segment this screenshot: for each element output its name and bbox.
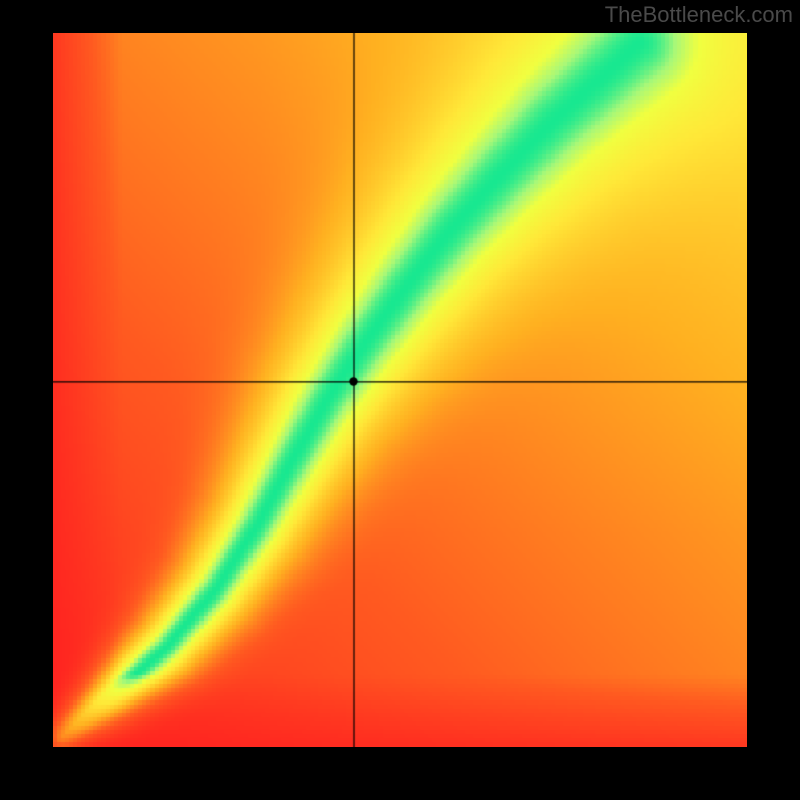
brand-watermark: TheBottleneck.com bbox=[605, 2, 793, 28]
overlay-canvas bbox=[53, 33, 747, 747]
chart-container: TheBottleneck.com bbox=[0, 0, 800, 800]
